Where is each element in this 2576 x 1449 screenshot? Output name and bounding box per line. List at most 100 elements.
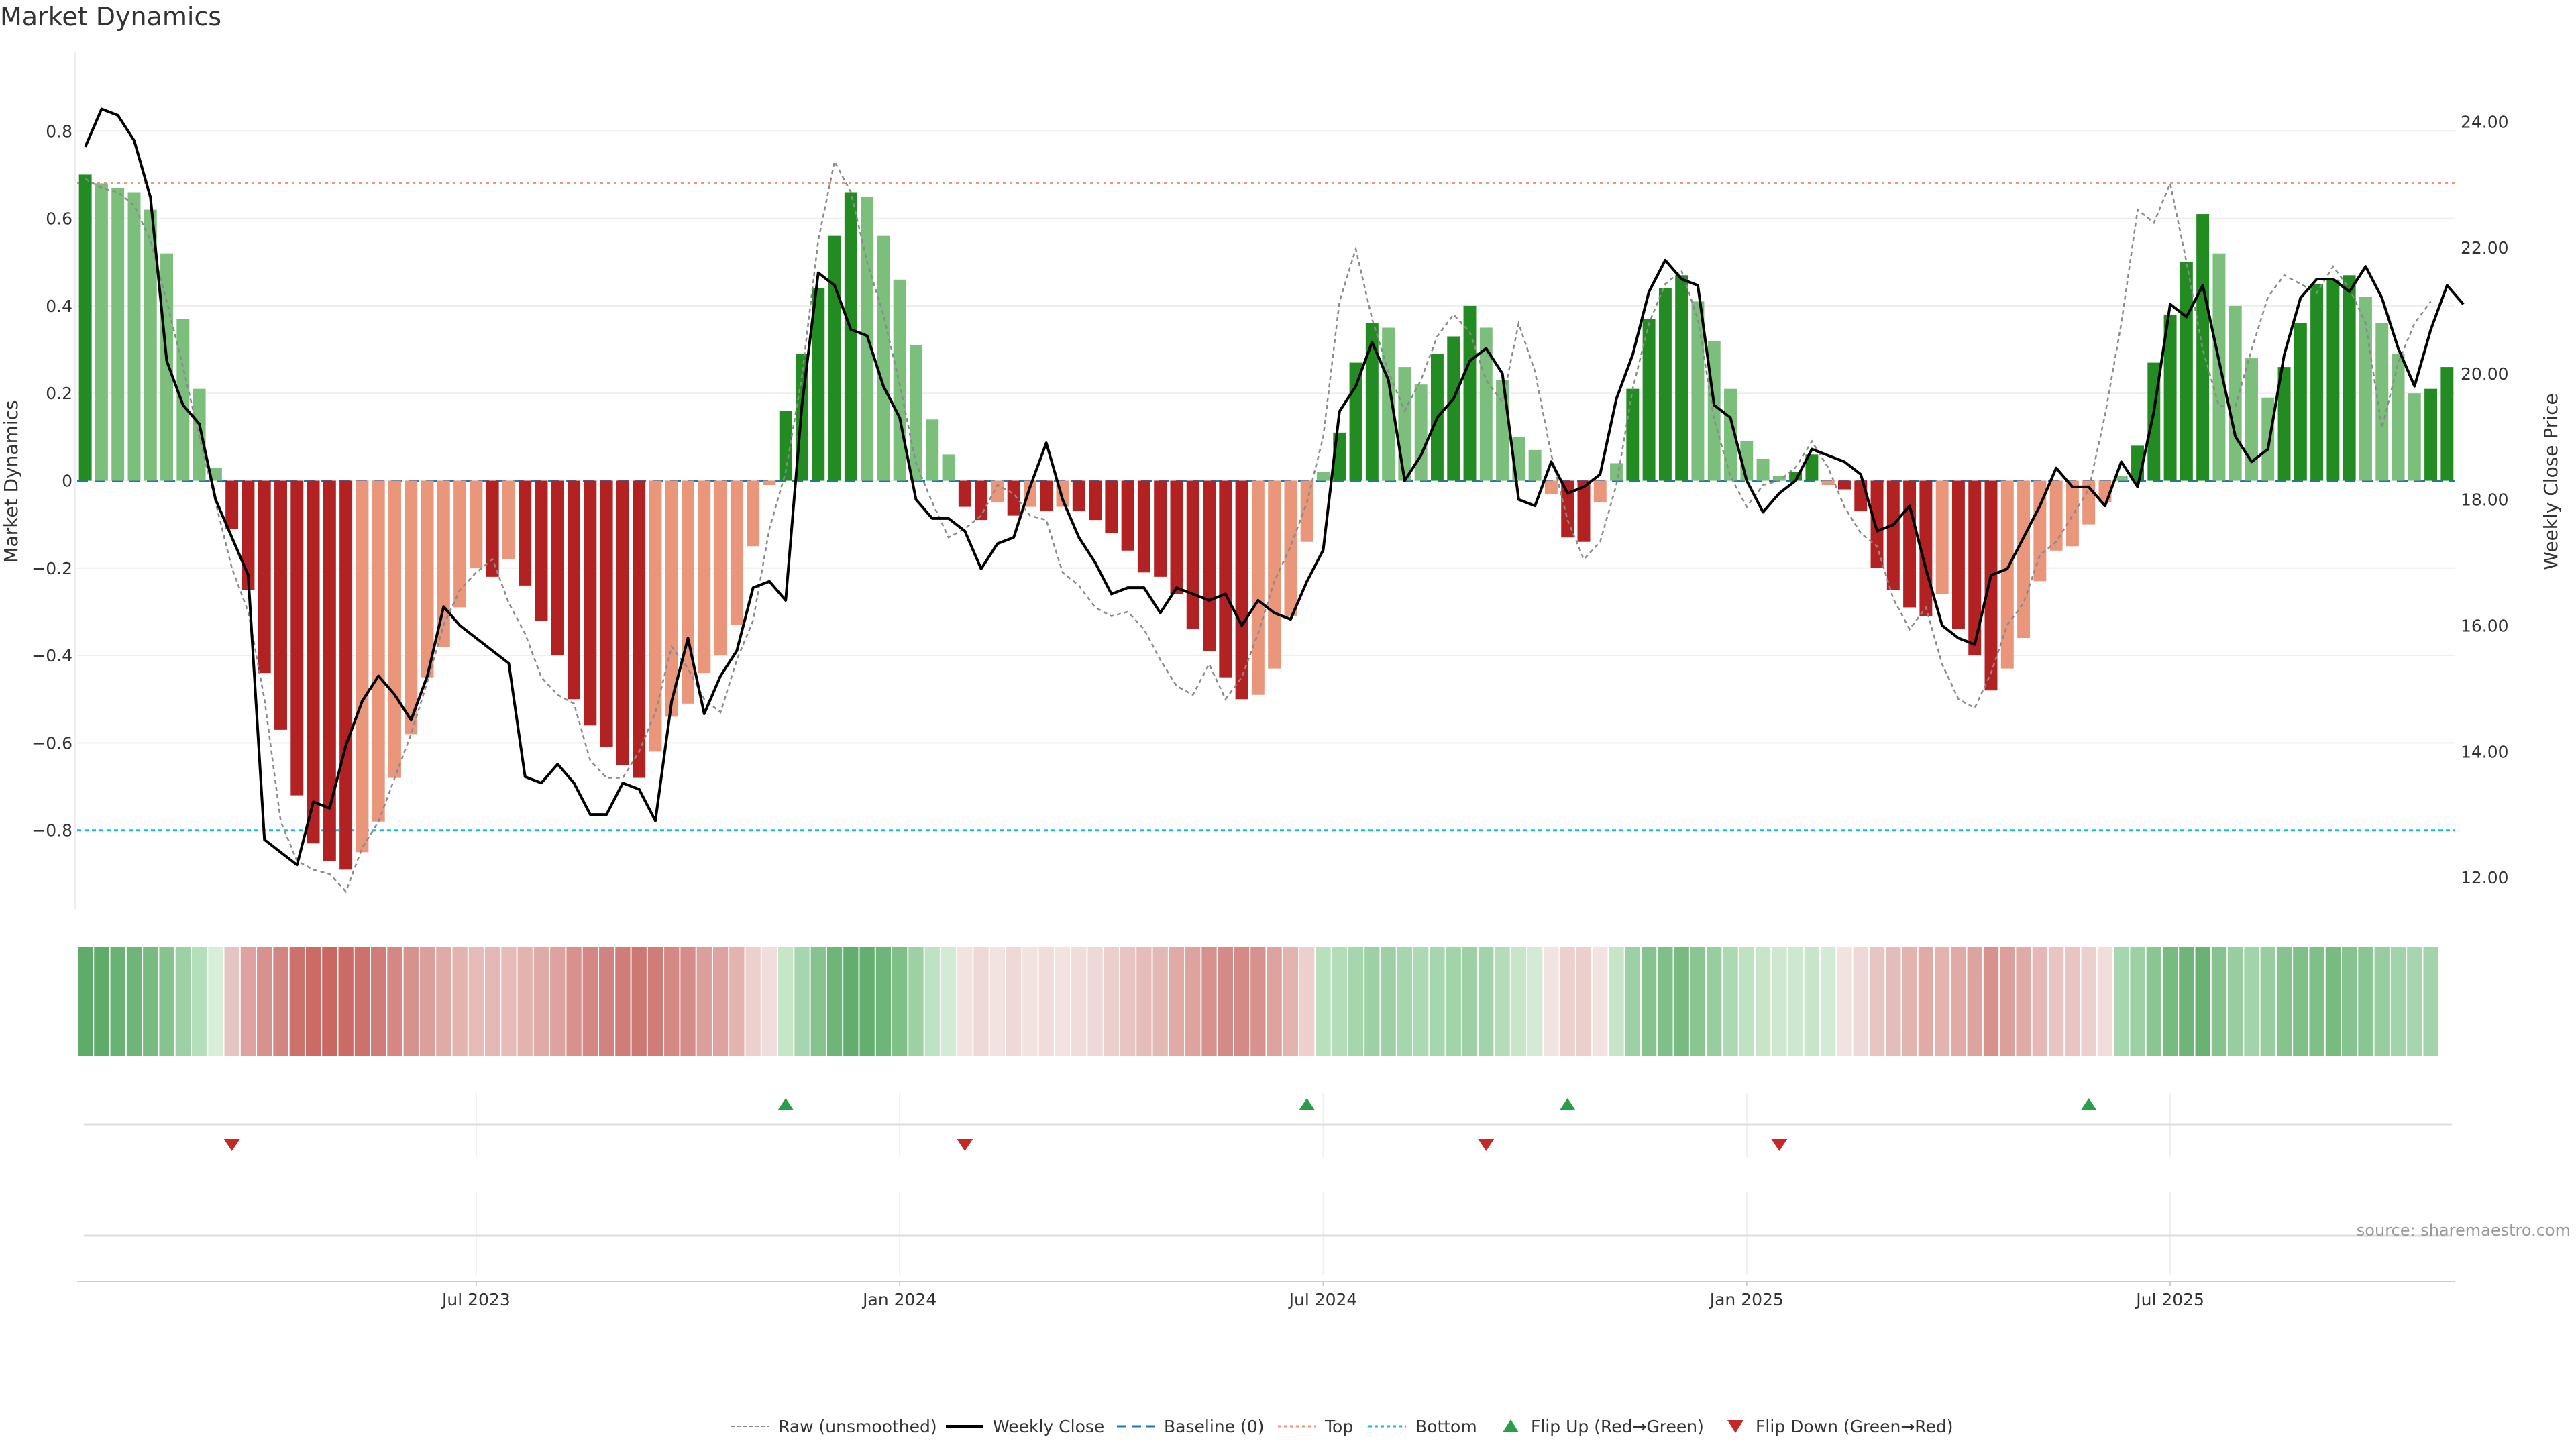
momentum-bar (616, 480, 629, 765)
raw-series (85, 159, 2432, 894)
momentum-bar (2310, 284, 2324, 481)
momentum-bar (1707, 341, 1721, 481)
x-tick-label: Jan 2024 (861, 1290, 936, 1309)
legend-swatch (1727, 1420, 1743, 1433)
strip-cell (1299, 947, 1315, 1056)
momentum-bar (1235, 480, 1248, 700)
momentum-bar (682, 480, 695, 704)
momentum-bar (1935, 480, 1949, 594)
legend-item: Baseline (0) (1117, 1417, 1264, 1436)
left-tick-label: 0.8 (46, 121, 72, 141)
strip-cell (1625, 947, 1640, 1056)
strip-cell (566, 947, 582, 1056)
momentum-bar (1675, 275, 1688, 481)
momentum-bar (2261, 397, 2275, 481)
left-tick-label: 0.6 (46, 209, 72, 229)
strip-cell (908, 947, 924, 1056)
strip-cell (1071, 947, 1087, 1056)
strip-cell (1918, 947, 1934, 1056)
strip-cell (1788, 947, 1803, 1056)
momentum-bar (730, 480, 743, 625)
left-tick-label: −0.4 (32, 646, 72, 665)
strip-cell (1755, 947, 1771, 1056)
momentum-bar (828, 235, 841, 481)
strip-cell (1674, 947, 1689, 1056)
strip-cell (1544, 947, 1559, 1056)
momentum-bar (551, 480, 564, 656)
strip-cell (338, 947, 354, 1056)
momentum-bar (2017, 480, 2031, 639)
strip-cell (2276, 947, 2292, 1056)
momentum-bar (1414, 384, 1428, 481)
momentum-bar (1561, 480, 1574, 538)
strip-cell (761, 947, 777, 1056)
strip-cell (240, 947, 256, 1056)
left-tick-label: 0.4 (46, 297, 72, 316)
strip-cell (1136, 947, 1152, 1056)
left-axis: 0.8 0.6 0.4 0.2 0 −0.2 −0.4 −0.6 −0.8 (32, 52, 76, 909)
right-tick-label: 22.00 (2461, 238, 2509, 258)
momentum-bar (2000, 480, 2014, 669)
source-note: source: sharemaestro.com (2357, 1221, 2571, 1240)
left-axis-label: Market Dynamics (0, 400, 22, 563)
strip-cell (305, 947, 321, 1056)
strip-cell (2081, 947, 2096, 1056)
legend-label: Top (1324, 1417, 1353, 1436)
right-axis-label: Weekly Close Price (2540, 393, 2562, 570)
momentum-bar (1528, 449, 1542, 481)
strip-cell (1707, 947, 1722, 1056)
strip-cell (1250, 947, 1266, 1056)
momentum-bar (958, 480, 971, 507)
momentum-bar (405, 480, 418, 735)
legend-item: Top (1278, 1417, 1353, 1436)
legend-label: Raw (unsmoothed) (778, 1417, 937, 1436)
strip-cell (2260, 947, 2275, 1056)
momentum-bar (2033, 480, 2047, 582)
strip-cell (1983, 947, 1999, 1056)
strip-cell (2195, 947, 2210, 1056)
strip-cell (1169, 947, 1185, 1056)
momentum-bar (160, 253, 174, 481)
strip-cell (1120, 947, 1136, 1056)
strip-cell (1511, 947, 1527, 1056)
legend-label: Baseline (0) (1164, 1417, 1264, 1436)
strip-cell (191, 947, 207, 1056)
strip-cell (2179, 947, 2194, 1056)
momentum-bar (1040, 480, 1053, 512)
momentum-bars (78, 174, 2454, 870)
momentum-bar (2408, 393, 2421, 481)
momentum-bar (95, 183, 108, 481)
momentum-bar (926, 419, 939, 481)
right-tick-label: 24.00 (2461, 112, 2509, 131)
strip-cell (1495, 947, 1510, 1056)
momentum-bar (568, 480, 581, 700)
chart-title: Market Dynamics (0, 2, 221, 32)
momentum-bar (2375, 323, 2389, 481)
strip-cell (273, 947, 288, 1056)
momentum-bar (1593, 480, 1607, 503)
momentum-bar (1365, 323, 1379, 481)
momentum-bar (893, 279, 906, 481)
right-tick-label: 12.00 (2461, 868, 2509, 888)
strip-cell (582, 947, 598, 1056)
strip-cell (403, 947, 419, 1056)
momentum-bar (1626, 388, 1640, 481)
strip-cell (794, 947, 810, 1056)
momentum-bar (290, 480, 304, 796)
momentum-bar (1772, 476, 1786, 481)
strip-cell (452, 947, 468, 1056)
momentum-bar (1577, 480, 1591, 542)
flip-up-marker (1299, 1098, 1316, 1110)
strip-cell (208, 947, 223, 1056)
momentum-bar (1821, 480, 1835, 486)
momentum-bar (1121, 480, 1134, 551)
momentum-bar (714, 480, 727, 656)
strip-cell (1462, 947, 1478, 1056)
strip-cell (1869, 947, 1885, 1056)
legend-item: Flip Up (Red→Green) (1503, 1417, 1704, 1436)
momentum-bar (1951, 480, 1965, 630)
momentum-bar (1219, 480, 1232, 678)
momentum-bar (1398, 367, 1411, 481)
strip-cell (1332, 947, 1347, 1056)
strip-cell (2293, 947, 2308, 1056)
